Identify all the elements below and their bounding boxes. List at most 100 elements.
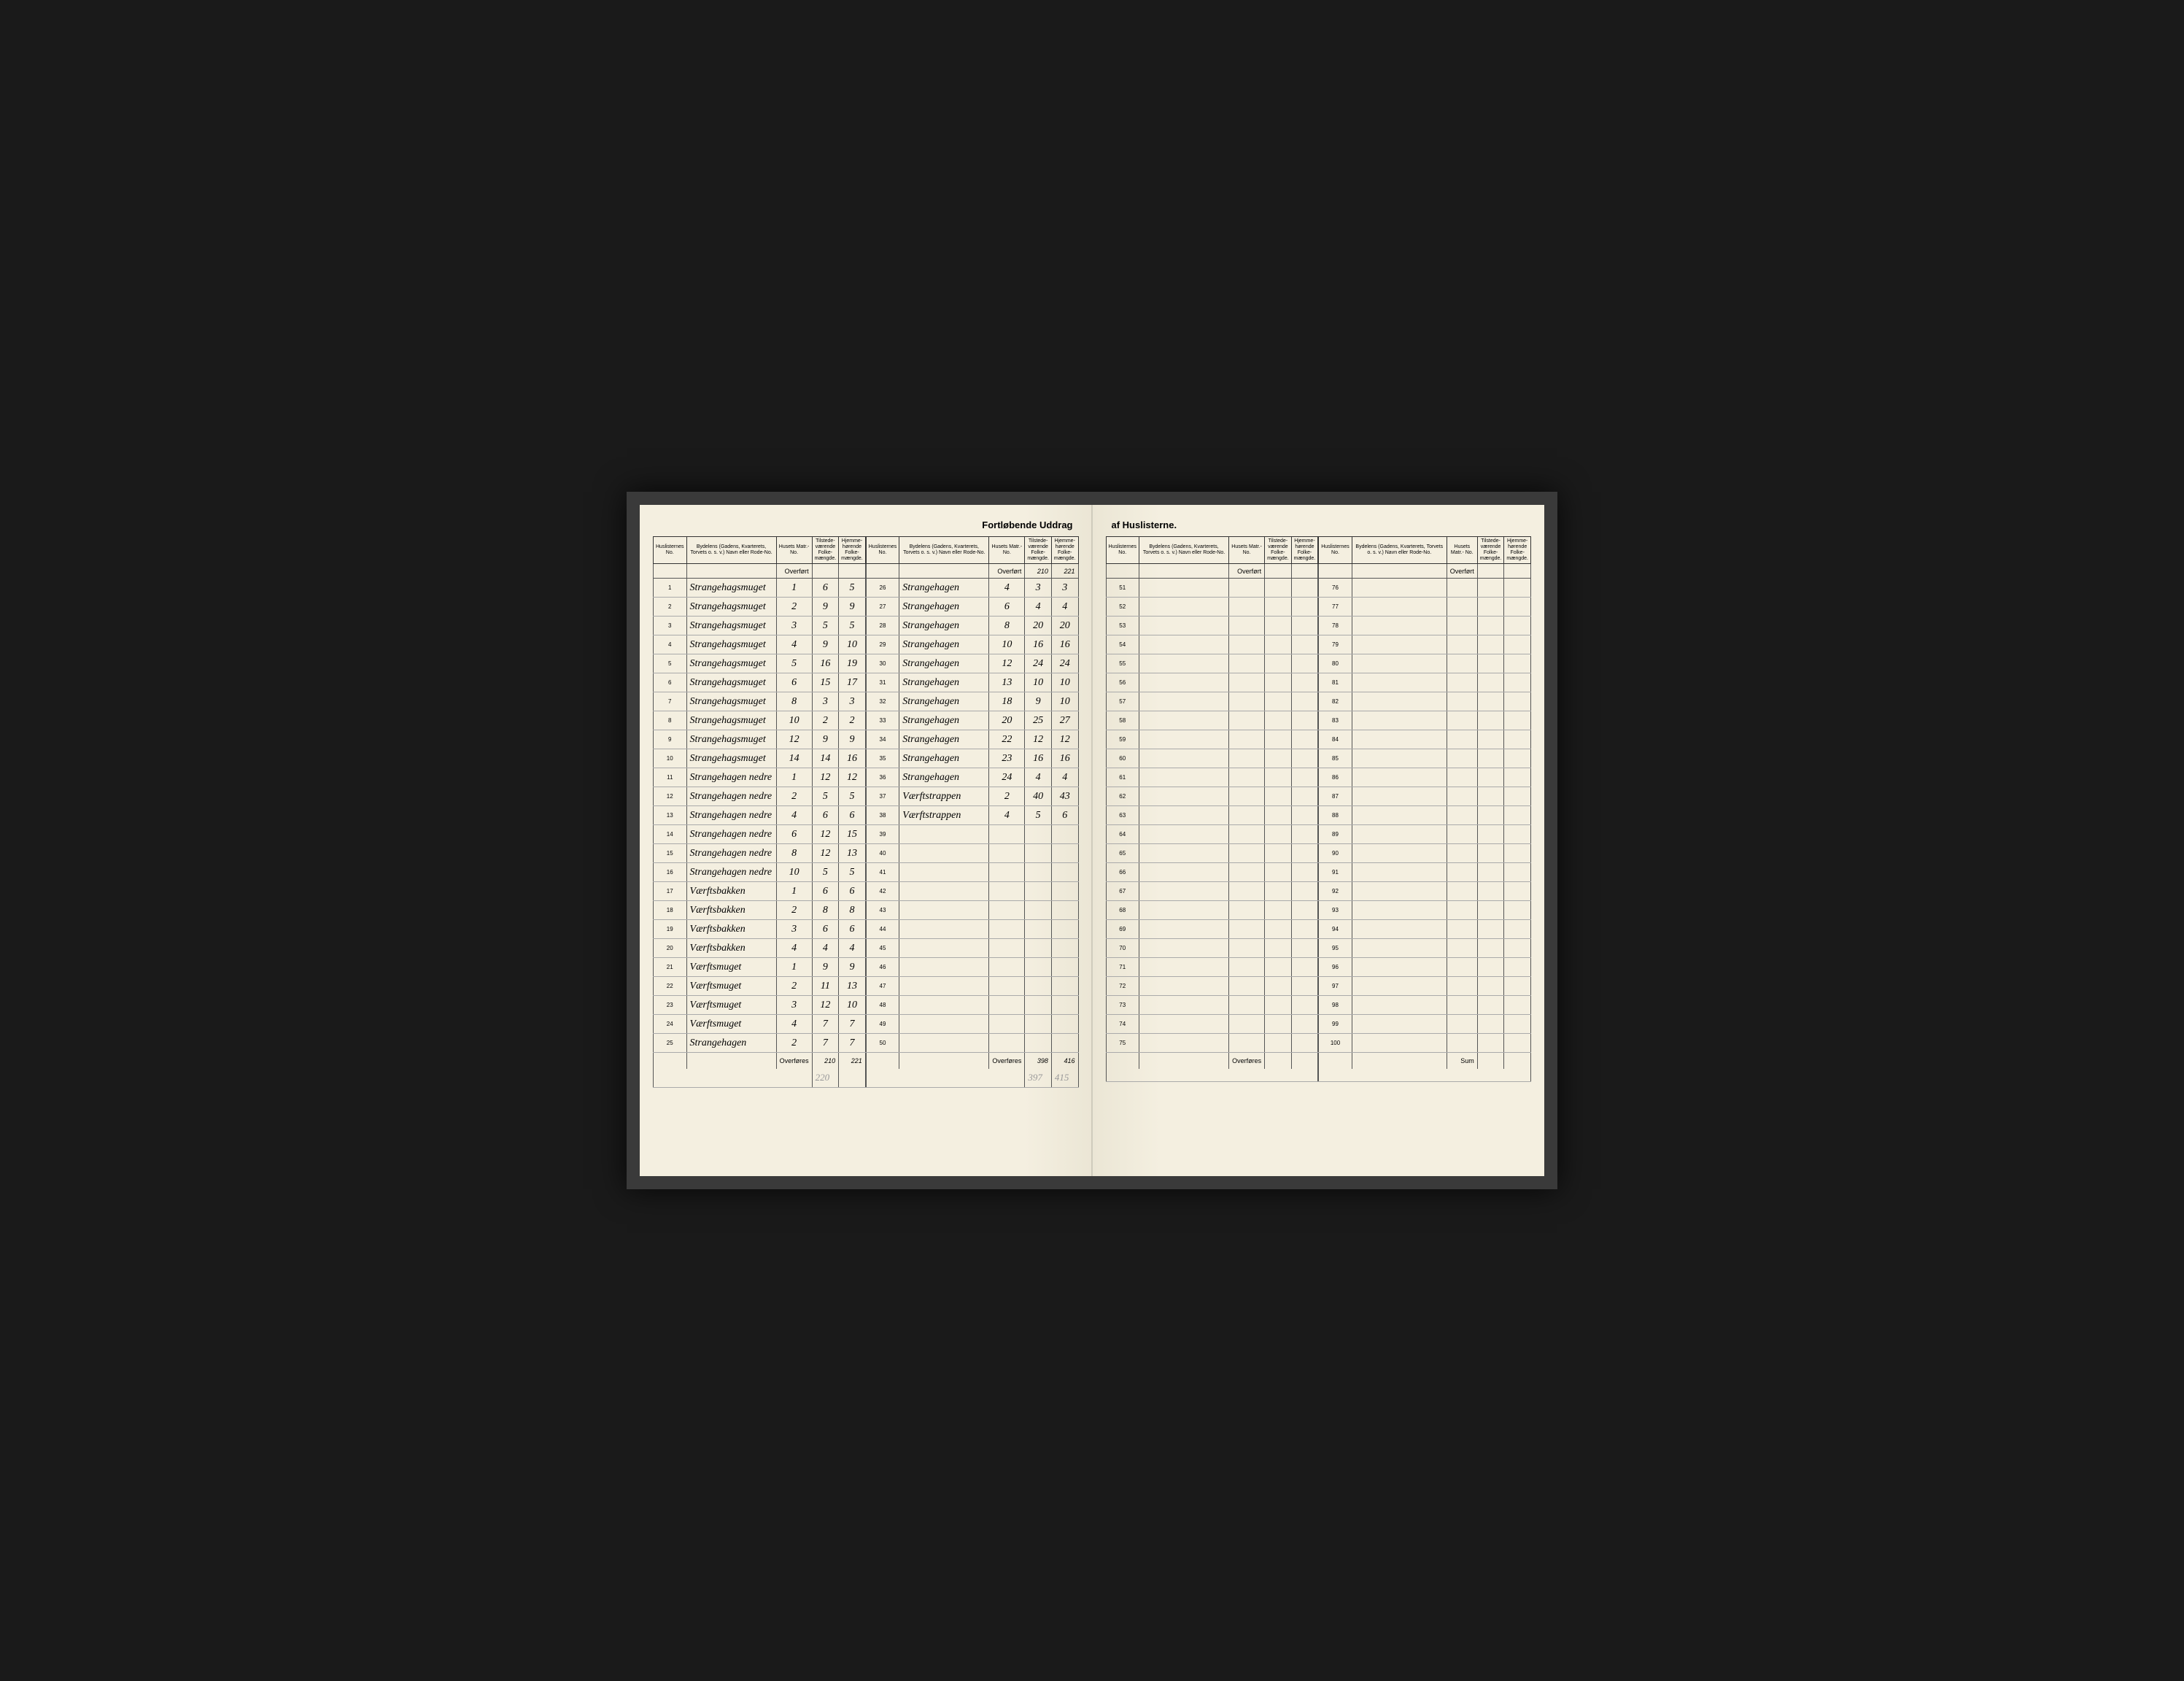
row-number: 56 <box>1106 673 1139 692</box>
matr-no <box>1229 806 1265 825</box>
row-number: 65 <box>1106 844 1139 863</box>
row-number: 41 <box>866 863 899 882</box>
matr-no <box>1447 768 1477 787</box>
street-name <box>899 1015 989 1034</box>
row-number: 88 <box>1319 806 1352 825</box>
hjemme-count: 5 <box>839 787 866 806</box>
hjemme-count <box>1051 844 1078 863</box>
ledger-table-1: Huslisternes No. Bydelens (Gadens, Kvart… <box>653 536 866 1088</box>
ledger-table-3: Huslisternes No. Bydelens (Gadens, Kvart… <box>1106 536 1319 1082</box>
table-row: 31Strangehagen131010 <box>866 673 1078 692</box>
row-number: 50 <box>866 1034 899 1053</box>
hjemme-count <box>1051 1015 1078 1034</box>
hjemme-count: 10 <box>1051 673 1078 692</box>
table-row: 3Strangehagsmuget355 <box>654 617 866 635</box>
matr-no: 12 <box>989 654 1025 673</box>
row-number: 92 <box>1319 882 1352 901</box>
street-name <box>1352 730 1447 749</box>
row-number: 95 <box>1319 939 1352 958</box>
hjemme-count: 12 <box>1051 730 1078 749</box>
row-number: 60 <box>1106 749 1139 768</box>
street-name: Strangehagsmuget <box>686 711 776 730</box>
table-row: 72 <box>1106 977 1318 996</box>
street-name <box>1139 901 1229 920</box>
hjemme-count <box>1504 787 1531 806</box>
table-row: 7Strangehagsmuget833 <box>654 692 866 711</box>
tilstede-count <box>1477 673 1504 692</box>
table-row: 58 <box>1106 711 1318 730</box>
hjemme-count: 15 <box>839 825 866 844</box>
ledger-table-4: Huslisternes No. Bydelens (Gadens, Kvart… <box>1318 536 1531 1082</box>
tilstede-count <box>1477 579 1504 598</box>
hjemme-count: 13 <box>839 977 866 996</box>
matr-no: 8 <box>989 617 1025 635</box>
hjemme-count <box>1504 749 1531 768</box>
hjemme-count: 17 <box>839 673 866 692</box>
matr-no <box>1229 920 1265 939</box>
page-title-left: Fortløbende Uddrag <box>653 519 1079 530</box>
table-row: 43 <box>866 901 1078 920</box>
row-number: 52 <box>1106 598 1139 617</box>
table-row: 86 <box>1319 768 1531 787</box>
street-name <box>899 863 989 882</box>
tilstede-count <box>1265 787 1292 806</box>
row-number: 53 <box>1106 617 1139 635</box>
table-row: 5Strangehagsmuget51619 <box>654 654 866 673</box>
matr-no <box>1229 635 1265 654</box>
table-row: 42 <box>866 882 1078 901</box>
matr-no <box>1229 711 1265 730</box>
hjemme-count <box>1051 1034 1078 1053</box>
street-name <box>1139 692 1229 711</box>
street-name: Værftstrappen <box>899 806 989 825</box>
street-name <box>1139 787 1229 806</box>
row-number: 3 <box>654 617 687 635</box>
row-number: 58 <box>1106 711 1139 730</box>
tilstede-count: 25 <box>1025 711 1052 730</box>
street-name <box>1352 692 1447 711</box>
matr-no: 2 <box>776 598 812 617</box>
table-row: 95 <box>1319 939 1531 958</box>
tilstede-count <box>1265 806 1292 825</box>
table-row: 35Strangehagen231616 <box>866 749 1078 768</box>
col-no: Huslisternes No. <box>1319 537 1352 564</box>
street-name <box>899 882 989 901</box>
row-number: 73 <box>1106 996 1139 1015</box>
hjemme-count <box>1291 730 1318 749</box>
right-page: af Huslisterne. Huslisternes No. Bydelen… <box>1093 505 1545 1176</box>
col-tilstede: Tilstede- værende Folke- mængde. <box>812 537 839 564</box>
matr-no <box>989 825 1025 844</box>
tilstede-count <box>1265 1015 1292 1034</box>
street-name <box>1139 882 1229 901</box>
tilstede-count: 10 <box>1025 673 1052 692</box>
street-name <box>1352 1034 1447 1053</box>
hjemme-count: 9 <box>839 730 866 749</box>
matr-no: 8 <box>776 692 812 711</box>
matr-no <box>1229 768 1265 787</box>
hjemme-count <box>1051 996 1078 1015</box>
table-row: 6Strangehagsmuget61517 <box>654 673 866 692</box>
hjemme-count <box>1504 882 1531 901</box>
tilstede-count <box>1265 958 1292 977</box>
tilstede-count <box>1265 1034 1292 1053</box>
hjemme-count <box>1051 920 1078 939</box>
row-number: 42 <box>866 882 899 901</box>
col-street: Bydelens (Gadens, Kvarterets, Torvets o.… <box>1139 537 1229 564</box>
hjemme-count <box>1291 996 1318 1015</box>
matr-no: 1 <box>776 768 812 787</box>
hjemme-count <box>1291 635 1318 654</box>
hjemme-count <box>1504 939 1531 958</box>
tilstede-count <box>1025 844 1052 863</box>
left-page: Fortløbende Uddrag Huslisternes No. Byde… <box>640 505 1093 1176</box>
hjemme-count <box>1291 977 1318 996</box>
tilstede-count <box>1265 939 1292 958</box>
street-name: Værftsmuget <box>686 996 776 1015</box>
street-name: Strangehagen <box>899 692 989 711</box>
matr-no <box>989 1015 1025 1034</box>
street-name <box>1352 939 1447 958</box>
matr-no: 14 <box>776 749 812 768</box>
matr-no <box>989 844 1025 863</box>
matr-no <box>1229 598 1265 617</box>
col-hjemme: Hjemme- hørende Folke- mængde. <box>1051 537 1078 564</box>
street-name: Strangehagsmuget <box>686 692 776 711</box>
table-row: 87 <box>1319 787 1531 806</box>
